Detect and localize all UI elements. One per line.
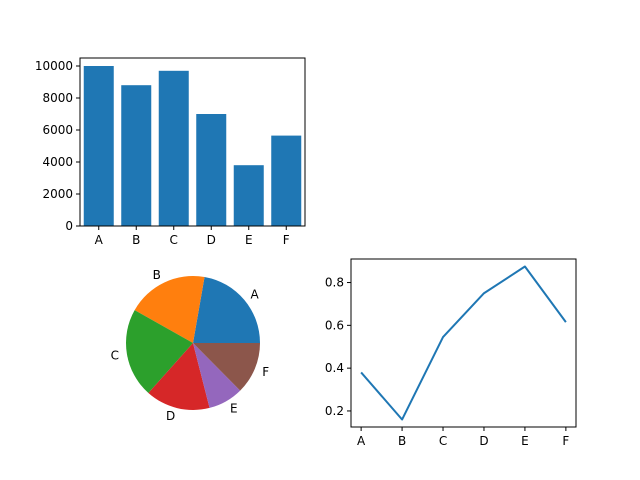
pie-slice-A <box>193 276 260 343</box>
bar-xtick-label: A <box>95 233 104 247</box>
bar-ytick-label: 0 <box>65 219 73 233</box>
pie-slice-C <box>126 310 193 393</box>
bar-chart: A B C D E F 0 2000 4000 6000 8000 10000 <box>35 57 306 247</box>
pie-label: F <box>262 365 269 379</box>
pie-label: B <box>153 268 161 282</box>
line-xtick-label: D <box>479 434 488 448</box>
line-ytick-label: 0.2 <box>325 404 344 418</box>
line-chart: A B C D E F 0.2 0.4 0.6 0.8 <box>325 258 577 448</box>
pie-chart: A B C D E F <box>111 268 270 423</box>
bar-ytick-label: 6000 <box>42 123 73 137</box>
bar-ytick-label: 10000 <box>35 59 73 73</box>
line-axes-frame <box>350 258 577 428</box>
pie-slice-D <box>148 343 210 410</box>
bar-xtick-label: F <box>283 233 290 247</box>
pie-label: E <box>230 401 238 415</box>
line-ytick-label: 0.6 <box>325 318 344 332</box>
line-xtick-label: E <box>521 434 529 448</box>
bar-A <box>83 66 114 226</box>
pie-slice-F <box>193 343 260 391</box>
bar-xtick-label: E <box>245 233 253 247</box>
bar-ytick-label: 4000 <box>42 155 73 169</box>
bar-xtick-label: D <box>207 233 216 247</box>
bar-C <box>158 70 189 226</box>
line-series <box>360 265 567 421</box>
bar-axes-frame <box>79 57 306 227</box>
pie-label: A <box>250 288 259 302</box>
line-xtick-label: B <box>398 434 406 448</box>
pie-slice-B <box>134 275 205 343</box>
bar-D <box>196 114 227 226</box>
bar-E <box>233 165 264 226</box>
line-xtick-label: F <box>562 434 569 448</box>
pie-slice-E <box>193 343 241 408</box>
bar-ytick-label: 8000 <box>42 91 73 105</box>
line-xtick-label: C <box>439 434 447 448</box>
bar-B <box>121 85 152 226</box>
line-xtick-label: A <box>357 434 366 448</box>
bar-xtick-label: C <box>170 233 178 247</box>
pie-label: D <box>166 409 175 423</box>
bar-xtick-label: B <box>132 233 140 247</box>
bar-ytick-label: 2000 <box>42 187 73 201</box>
line-ytick-label: 0.8 <box>325 276 344 290</box>
line-ytick-label: 0.4 <box>325 361 344 375</box>
pie-label: C <box>111 348 119 362</box>
bar-F <box>271 135 302 226</box>
